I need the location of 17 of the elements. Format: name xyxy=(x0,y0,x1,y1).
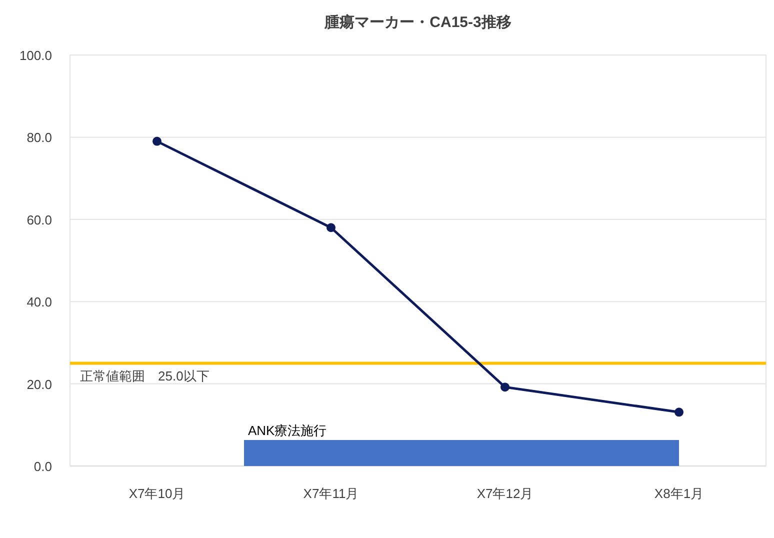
point xyxy=(152,136,162,146)
annotation: ANK療法施行 xyxy=(248,423,327,438)
y-tick-label: 40.0 xyxy=(26,294,52,310)
y-tick-label: 20.0 xyxy=(26,376,52,392)
x-tick-label: X7年12月 xyxy=(476,486,534,501)
y-tick-label: 80.0 xyxy=(26,130,52,146)
x-tick-label: X7年10月 xyxy=(128,486,186,501)
y-tick-label: 100.0 xyxy=(19,48,52,63)
chart-title: 腫瘍マーカー・CA15-3推移 xyxy=(324,13,512,31)
point xyxy=(674,408,684,417)
point xyxy=(326,223,336,232)
x-tick-label: X8年1月 xyxy=(654,486,704,501)
y-tick-label: 0.0 xyxy=(34,459,52,474)
x-tick-label: X7年11月 xyxy=(303,486,359,501)
y-tick-label: 60.0 xyxy=(26,212,52,228)
ref-line-label: 正常値範囲 25.0以下 xyxy=(80,368,210,384)
point xyxy=(500,382,510,392)
